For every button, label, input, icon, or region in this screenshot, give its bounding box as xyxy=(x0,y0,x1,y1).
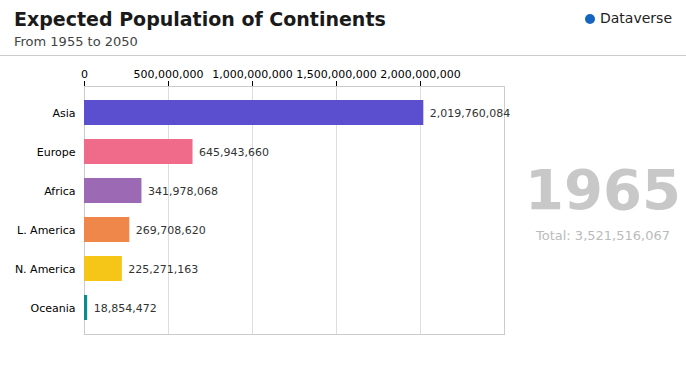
svg-text:0: 0 xyxy=(81,68,88,81)
html-text:Expected Population of Contine: Expected Population of Continents xyxy=(14,8,386,30)
svg-text:269,708,620: 269,708,620 xyxy=(136,224,206,237)
html-text:From 1955 to 2050: From 1955 to 2050 xyxy=(14,34,138,49)
svg-text:1,500,000,000: 1,500,000,000 xyxy=(296,68,376,81)
svg-text:Europe: Europe xyxy=(37,146,76,159)
svg-text:L. America: L. America xyxy=(17,224,76,237)
html-text:Total: 3,521,516,067: Total: 3,521,516,067 xyxy=(536,228,670,244)
svg-text:Africa: Africa xyxy=(44,185,75,198)
html-text:1965: 1965 xyxy=(525,156,681,222)
svg-text:645,943,660: 645,943,660 xyxy=(199,146,269,159)
svg-text:18,854,472: 18,854,472 xyxy=(94,302,157,315)
html-text:Dataverse: Dataverse xyxy=(600,10,672,26)
svg-text:2,000,000,000: 2,000,000,000 xyxy=(380,68,460,81)
svg-text:2,019,760,084: 2,019,760,084 xyxy=(430,107,510,120)
svg-text:Asia: Asia xyxy=(52,107,75,120)
svg-text:225,271,163: 225,271,163 xyxy=(128,263,198,276)
svg-text:N. America: N. America xyxy=(15,263,76,276)
svg-text:341,978,068: 341,978,068 xyxy=(148,185,218,198)
svg-text:1,000,000,000: 1,000,000,000 xyxy=(212,68,292,81)
svg-text:500,000,000: 500,000,000 xyxy=(134,68,204,81)
svg-text:Oceania: Oceania xyxy=(31,302,76,315)
